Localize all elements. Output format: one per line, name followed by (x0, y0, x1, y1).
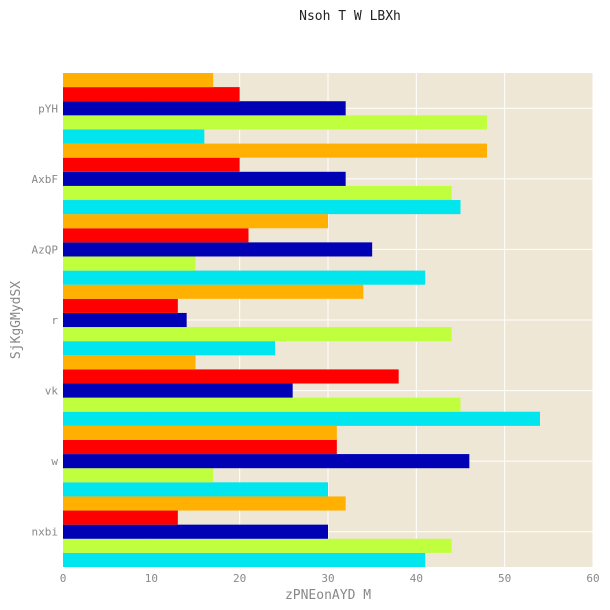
y-tick-label: nxbi (32, 526, 59, 539)
bar (63, 327, 452, 342)
x-axis-label: zPNEonAYD M (285, 588, 371, 603)
y-tick-label: w (51, 455, 58, 468)
y-axis-label: SjKgGMydSX (9, 281, 24, 359)
bar (63, 171, 346, 186)
x-axis-ticks: 0 10 20 30 40 50 60 (60, 572, 600, 585)
bar (63, 284, 364, 299)
bar (63, 157, 240, 172)
y-tick-label: pYH (38, 102, 58, 115)
bar (63, 270, 426, 285)
bar (63, 87, 240, 102)
bar (63, 369, 399, 384)
bar (63, 355, 196, 370)
bars (63, 73, 540, 567)
y-tick-label: AzQP (32, 243, 59, 256)
bar (63, 228, 249, 243)
bar (63, 185, 452, 201)
bar (63, 439, 337, 455)
bar (63, 341, 275, 356)
x-tick-label: 40 (410, 572, 423, 585)
x-tick-label: 30 (321, 572, 334, 585)
y-tick-label: vk (45, 385, 59, 398)
bar (63, 242, 373, 257)
bar (63, 496, 346, 511)
bar (63, 552, 426, 567)
bar (63, 468, 214, 483)
bar (63, 397, 461, 412)
bar (63, 214, 328, 229)
x-tick-label: 10 (145, 572, 158, 585)
x-tick-label: 50 (498, 572, 511, 585)
chart-title: Nsoh T W LBXh (299, 9, 401, 24)
bar (63, 73, 214, 88)
bar (63, 143, 487, 158)
bar (63, 383, 293, 398)
bar (63, 312, 187, 328)
x-tick-label: 60 (586, 572, 599, 585)
bar (63, 411, 540, 426)
bar (63, 454, 470, 469)
x-tick-label: 0 (60, 572, 67, 585)
y-tick-label: r (51, 314, 58, 327)
bar (63, 510, 178, 525)
bar (63, 129, 205, 144)
bar (63, 115, 487, 130)
bar (63, 538, 452, 553)
bar (63, 425, 337, 440)
x-tick-label: 20 (233, 572, 246, 585)
bar (63, 256, 196, 271)
bar (63, 298, 178, 313)
bar (63, 524, 328, 539)
y-axis-ticks: nxbi w vk r AzQP AxbF pYH (32, 102, 59, 538)
bar (63, 200, 461, 215)
bar (63, 101, 346, 116)
y-tick-label: AxbF (32, 173, 59, 186)
bar (63, 482, 328, 497)
